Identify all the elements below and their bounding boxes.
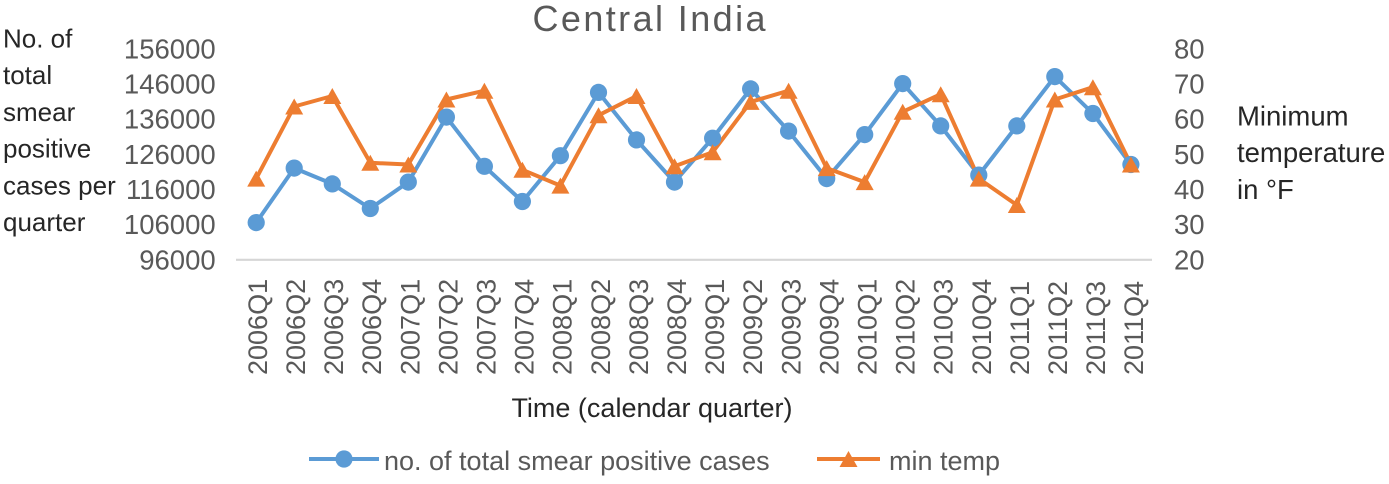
svg-text:Minimum: Minimum [1237, 100, 1349, 131]
svg-text:min temp: min temp [889, 446, 1000, 476]
svg-text:2008Q2: 2008Q2 [586, 279, 616, 375]
svg-text:2007Q1: 2007Q1 [395, 279, 425, 375]
svg-text:Central India: Central India [533, 0, 767, 39]
svg-text:50: 50 [1174, 139, 1205, 170]
svg-text:no. of total smear positive ca: no. of total smear positive cases [384, 446, 770, 476]
svg-text:2006Q1: 2006Q1 [243, 279, 273, 375]
svg-text:total: total [3, 60, 52, 90]
svg-text:2008Q3: 2008Q3 [624, 279, 654, 375]
svg-text:2007Q2: 2007Q2 [433, 279, 463, 375]
svg-text:96000: 96000 [139, 244, 215, 275]
svg-text:in °F: in °F [1237, 174, 1294, 205]
svg-text:30: 30 [1174, 209, 1205, 240]
svg-text:2006Q3: 2006Q3 [319, 279, 349, 375]
svg-text:cases per: cases per [3, 170, 116, 200]
svg-text:116000: 116000 [126, 174, 216, 205]
svg-text:2010Q3: 2010Q3 [929, 279, 959, 375]
svg-text:quarter: quarter [3, 207, 86, 237]
svg-text:2011Q1: 2011Q1 [1005, 281, 1035, 375]
svg-text:2009Q3: 2009Q3 [776, 279, 806, 375]
svg-text:146000: 146000 [124, 69, 216, 100]
svg-text:smear: smear [3, 97, 76, 127]
svg-text:2010Q1: 2010Q1 [853, 279, 883, 375]
svg-text:70: 70 [1174, 69, 1205, 100]
svg-text:2007Q4: 2007Q4 [510, 279, 540, 375]
svg-text:2006Q2: 2006Q2 [281, 279, 311, 375]
svg-text:2008Q1: 2008Q1 [548, 279, 578, 375]
svg-text:2009Q1: 2009Q1 [700, 279, 730, 375]
svg-text:80: 80 [1174, 33, 1205, 64]
svg-text:2009Q4: 2009Q4 [814, 279, 844, 375]
svg-text:2006Q4: 2006Q4 [357, 279, 387, 375]
svg-text:Time (calendar quarter): Time (calendar quarter) [511, 393, 792, 423]
svg-text:2008Q4: 2008Q4 [662, 279, 692, 375]
svg-text:2010Q2: 2010Q2 [891, 279, 921, 375]
svg-text:2011Q4: 2011Q4 [1119, 281, 1149, 375]
svg-text:126000: 126000 [124, 139, 216, 170]
svg-text:40: 40 [1174, 174, 1205, 205]
svg-text:2010Q4: 2010Q4 [967, 279, 997, 375]
svg-text:2007Q3: 2007Q3 [472, 279, 502, 375]
svg-text:No. of: No. of [3, 24, 73, 54]
svg-text:temperature: temperature [1237, 137, 1385, 168]
svg-text:136000: 136000 [124, 104, 216, 135]
svg-text:2011Q2: 2011Q2 [1043, 281, 1073, 375]
svg-text:156000: 156000 [124, 33, 216, 64]
svg-text:106000: 106000 [124, 209, 216, 240]
svg-text:positive: positive [3, 134, 91, 164]
svg-text:60: 60 [1174, 104, 1205, 135]
svg-text:2011Q3: 2011Q3 [1081, 281, 1111, 375]
svg-text:20: 20 [1174, 244, 1205, 275]
svg-text:2009Q2: 2009Q2 [738, 279, 768, 375]
